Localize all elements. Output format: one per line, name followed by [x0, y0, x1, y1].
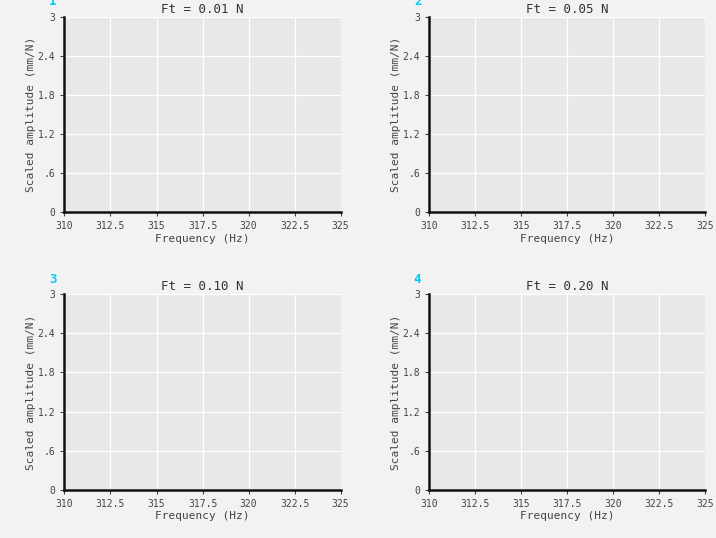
Title: Ft = 0.01 N: Ft = 0.01 N — [161, 3, 243, 16]
Y-axis label: Scaled amplitude (mm/N): Scaled amplitude (mm/N) — [26, 37, 37, 193]
Y-axis label: Scaled amplitude (mm/N): Scaled amplitude (mm/N) — [26, 314, 37, 470]
X-axis label: Frequency (Hz): Frequency (Hz) — [155, 512, 250, 521]
Title: Ft = 0.10 N: Ft = 0.10 N — [161, 280, 243, 293]
X-axis label: Frequency (Hz): Frequency (Hz) — [520, 234, 614, 244]
Title: Ft = 0.20 N: Ft = 0.20 N — [526, 280, 609, 293]
Title: Ft = 0.05 N: Ft = 0.05 N — [526, 3, 609, 16]
X-axis label: Frequency (Hz): Frequency (Hz) — [520, 512, 614, 521]
Y-axis label: Scaled amplitude (mm/N): Scaled amplitude (mm/N) — [391, 37, 401, 193]
Text: 1: 1 — [49, 0, 57, 9]
Text: 4: 4 — [414, 273, 421, 286]
X-axis label: Frequency (Hz): Frequency (Hz) — [155, 234, 250, 244]
Text: 3: 3 — [49, 273, 57, 286]
Y-axis label: Scaled amplitude (mm/N): Scaled amplitude (mm/N) — [391, 314, 401, 470]
Text: 2: 2 — [414, 0, 421, 9]
